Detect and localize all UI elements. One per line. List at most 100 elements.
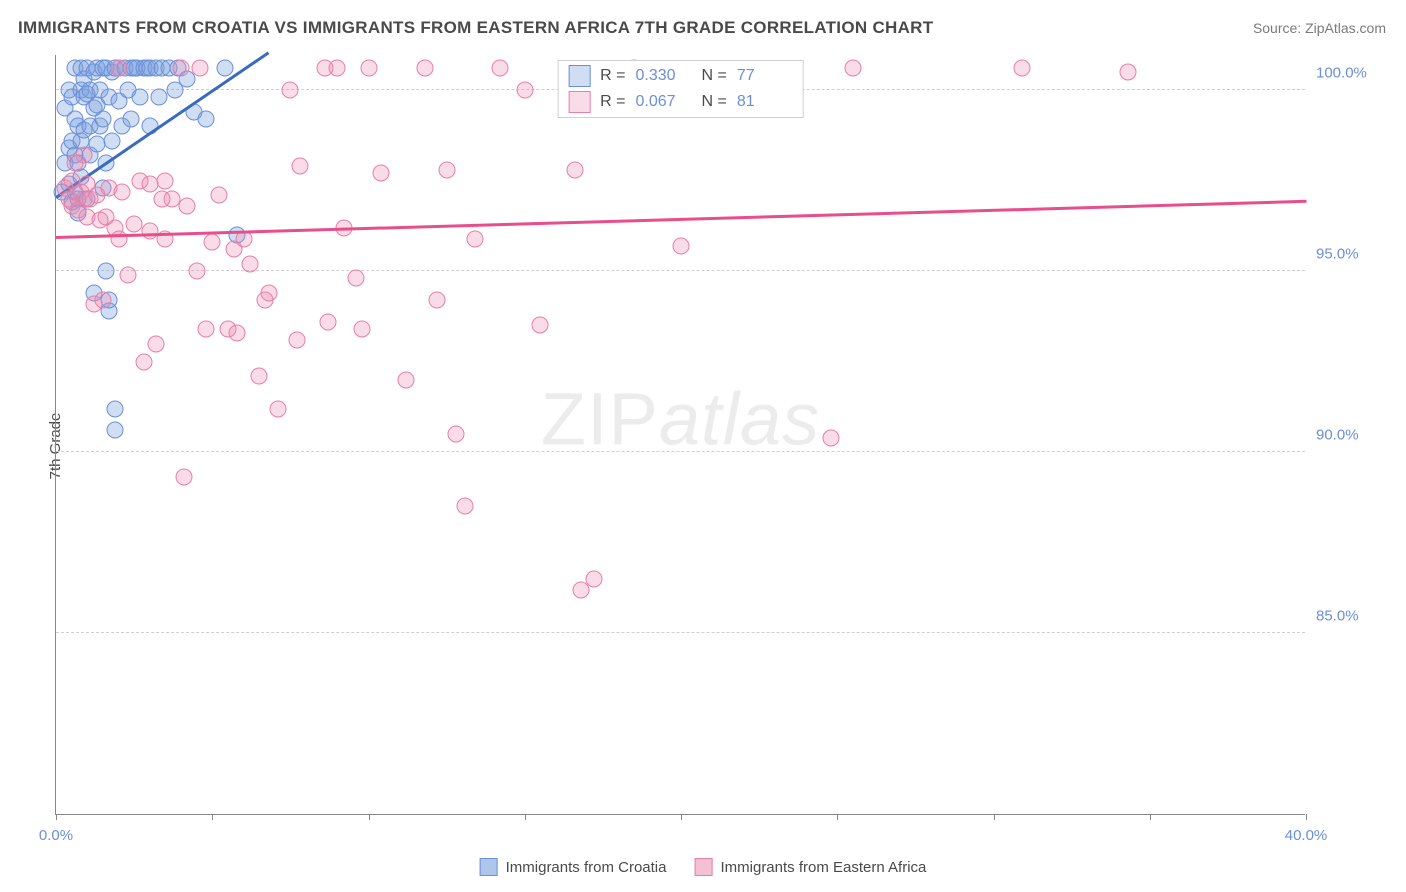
scatter-point [76,147,93,164]
series-legend: Immigrants from Croatia Immigrants from E… [480,858,927,876]
scatter-point [98,263,115,280]
scatter-point [585,570,602,587]
scatter-point [110,230,127,247]
scatter-point [210,187,227,204]
x-tick-label: 40.0% [1285,827,1328,844]
scatter-point [348,270,365,287]
scatter-point [457,498,474,515]
scatter-point [204,234,221,251]
scatter-point [398,371,415,388]
scatter-point [94,111,111,128]
source-attribution: Source: ZipAtlas.com [1253,20,1386,36]
scatter-point [110,60,127,77]
legend-label: Immigrants from Croatia [506,859,667,876]
scatter-point [288,331,305,348]
x-tick [1306,814,1307,820]
scatter-point [416,60,433,77]
watermark: ZIPatlas [541,377,820,462]
stat-r-value: 0.330 [636,67,692,85]
x-tick [369,814,370,820]
legend-swatch [568,65,590,87]
scatter-point [229,324,246,341]
scatter-point [373,165,390,182]
scatter-point [448,426,465,443]
scatter-point [113,183,130,200]
legend-stat-row: R = 0.067 N = 81 [568,91,793,113]
scatter-point [491,60,508,77]
scatter-point [673,237,690,254]
y-tick-label: 90.0% [1316,427,1359,444]
stat-n-label: N = [702,93,727,111]
x-tick [212,814,213,820]
plot-area: ZIPatlas R = 0.330N = 77R = 0.067N = 81 … [55,55,1305,815]
scatter-point [198,111,215,128]
scatter-point [1119,64,1136,81]
scatter-point [173,60,190,77]
gridline [56,451,1305,452]
scatter-point [251,368,268,385]
scatter-point [269,400,286,417]
y-tick-label: 85.0% [1316,608,1359,625]
legend-label: Immigrants from Eastern Africa [720,859,926,876]
legend-item: Immigrants from Croatia [480,858,667,876]
scatter-point [157,172,174,189]
scatter-point [94,292,111,309]
scatter-point [198,321,215,338]
stat-r-label: R = [600,93,625,111]
stat-n-value: 77 [737,67,793,85]
trend-line [56,200,1306,239]
scatter-point [844,60,861,77]
scatter-point [151,89,168,106]
scatter-point [176,469,193,486]
scatter-point [191,60,208,77]
x-tick [1150,814,1151,820]
scatter-point [438,161,455,178]
scatter-point [132,89,149,106]
legend-swatch [480,858,498,876]
scatter-point [216,60,233,77]
gridline [56,632,1305,633]
scatter-point [119,266,136,283]
stat-r-value: 0.067 [636,93,692,111]
scatter-point [532,317,549,334]
legend-swatch [694,858,712,876]
scatter-point [135,353,152,370]
scatter-point [141,223,158,240]
y-tick-label: 100.0% [1316,65,1367,82]
scatter-point [354,321,371,338]
scatter-point [104,132,121,149]
x-tick-label: 0.0% [39,827,73,844]
y-tick-label: 95.0% [1316,246,1359,263]
scatter-point [291,158,308,175]
scatter-point [154,190,171,207]
scatter-point [148,335,165,352]
scatter-point [107,422,124,439]
scatter-point [823,429,840,446]
x-tick [56,814,57,820]
scatter-point [257,292,274,309]
stat-r-label: R = [600,67,625,85]
scatter-point [179,198,196,215]
scatter-point [516,82,533,99]
scatter-point [188,263,205,280]
scatter-point [1013,60,1030,77]
x-tick [994,814,995,820]
scatter-point [126,216,143,233]
scatter-point [466,230,483,247]
scatter-point [241,255,258,272]
stat-n-label: N = [702,67,727,85]
scatter-point [123,111,140,128]
stat-n-value: 81 [737,93,793,111]
legend-swatch [568,91,590,113]
correlation-legend: R = 0.330 N = 77 R = 0.067 N = 81 [557,60,804,118]
scatter-point [319,313,336,330]
x-tick [837,814,838,820]
x-tick [525,814,526,820]
scatter-point [282,82,299,99]
scatter-point [329,60,346,77]
scatter-point [360,60,377,77]
x-tick [681,814,682,820]
legend-stat-row: R = 0.330 N = 77 [568,65,793,87]
scatter-point [107,400,124,417]
legend-item: Immigrants from Eastern Africa [694,858,926,876]
